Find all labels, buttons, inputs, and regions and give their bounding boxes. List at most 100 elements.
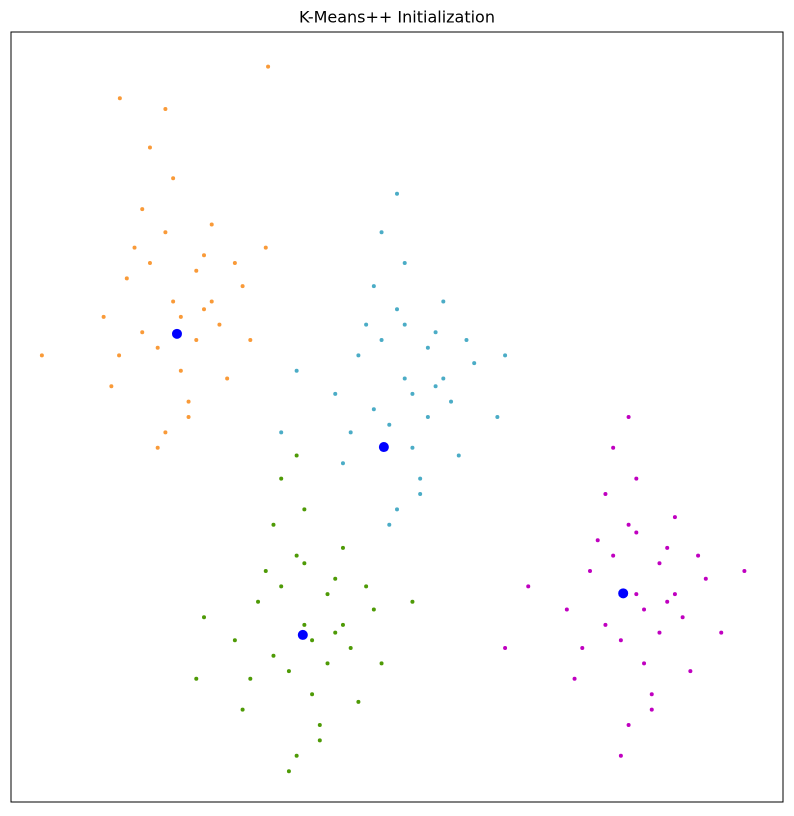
point — [696, 553, 701, 558]
point — [340, 461, 345, 466]
point — [402, 376, 407, 381]
point — [649, 707, 654, 712]
point — [232, 638, 237, 643]
point — [297, 629, 308, 640]
point — [140, 207, 145, 212]
point — [672, 515, 677, 520]
point — [588, 569, 592, 573]
point — [618, 753, 623, 758]
point — [665, 545, 670, 550]
point — [271, 522, 276, 527]
point — [178, 314, 183, 319]
point — [626, 415, 631, 419]
plot-frame — [10, 31, 784, 803]
point — [379, 230, 384, 235]
point — [425, 345, 430, 350]
point — [186, 415, 191, 419]
point — [333, 630, 338, 635]
point — [171, 299, 176, 304]
point — [232, 261, 237, 265]
point — [178, 368, 183, 373]
point — [202, 307, 206, 312]
point — [611, 553, 616, 558]
point — [333, 576, 338, 581]
point — [449, 399, 454, 404]
point — [171, 176, 176, 181]
point — [194, 338, 199, 342]
point — [572, 676, 577, 681]
point — [371, 607, 376, 612]
point — [402, 261, 407, 265]
point — [155, 345, 160, 350]
point — [378, 442, 389, 453]
point — [263, 569, 268, 573]
point — [171, 328, 182, 339]
point — [240, 284, 245, 289]
point — [379, 661, 384, 666]
point — [302, 622, 307, 627]
point — [634, 592, 639, 597]
point — [147, 145, 152, 150]
point — [472, 361, 477, 366]
point — [564, 607, 569, 612]
point — [163, 107, 168, 111]
point — [402, 322, 407, 327]
point — [387, 522, 392, 527]
point — [387, 422, 392, 427]
chart-title: K-Means++ Initialization — [299, 8, 495, 27]
point — [742, 569, 747, 573]
point — [418, 492, 423, 496]
point — [294, 553, 299, 558]
point — [256, 599, 261, 604]
point — [464, 338, 469, 342]
point — [425, 415, 430, 419]
point — [310, 638, 315, 643]
point — [634, 530, 639, 535]
point — [503, 646, 508, 650]
point — [603, 492, 608, 496]
point — [194, 268, 199, 273]
point — [649, 692, 654, 697]
point — [642, 661, 647, 666]
point — [310, 692, 315, 697]
point — [395, 307, 399, 312]
point — [209, 222, 214, 227]
point — [410, 445, 415, 450]
point — [371, 284, 376, 289]
point — [348, 430, 353, 435]
point — [325, 592, 330, 597]
point — [202, 253, 206, 258]
point — [580, 646, 585, 650]
point — [39, 353, 44, 358]
point — [395, 191, 399, 196]
point — [495, 415, 500, 419]
point — [225, 376, 230, 381]
point — [395, 507, 399, 512]
point — [248, 676, 253, 681]
point — [418, 476, 423, 481]
point — [688, 669, 693, 674]
point — [317, 723, 322, 727]
point — [163, 230, 168, 235]
point — [441, 376, 446, 381]
point — [456, 453, 461, 458]
point — [364, 584, 369, 589]
point — [340, 545, 345, 550]
point — [294, 368, 299, 373]
point — [626, 723, 631, 727]
point — [217, 322, 222, 327]
point — [719, 630, 724, 635]
point — [657, 630, 662, 635]
point — [634, 476, 639, 481]
point — [240, 707, 245, 712]
point — [410, 391, 415, 396]
point — [101, 314, 106, 319]
point — [271, 653, 276, 658]
point — [379, 338, 384, 342]
point — [703, 576, 708, 581]
point — [595, 538, 600, 543]
point — [248, 338, 253, 342]
point — [266, 64, 271, 69]
point — [132, 245, 137, 250]
